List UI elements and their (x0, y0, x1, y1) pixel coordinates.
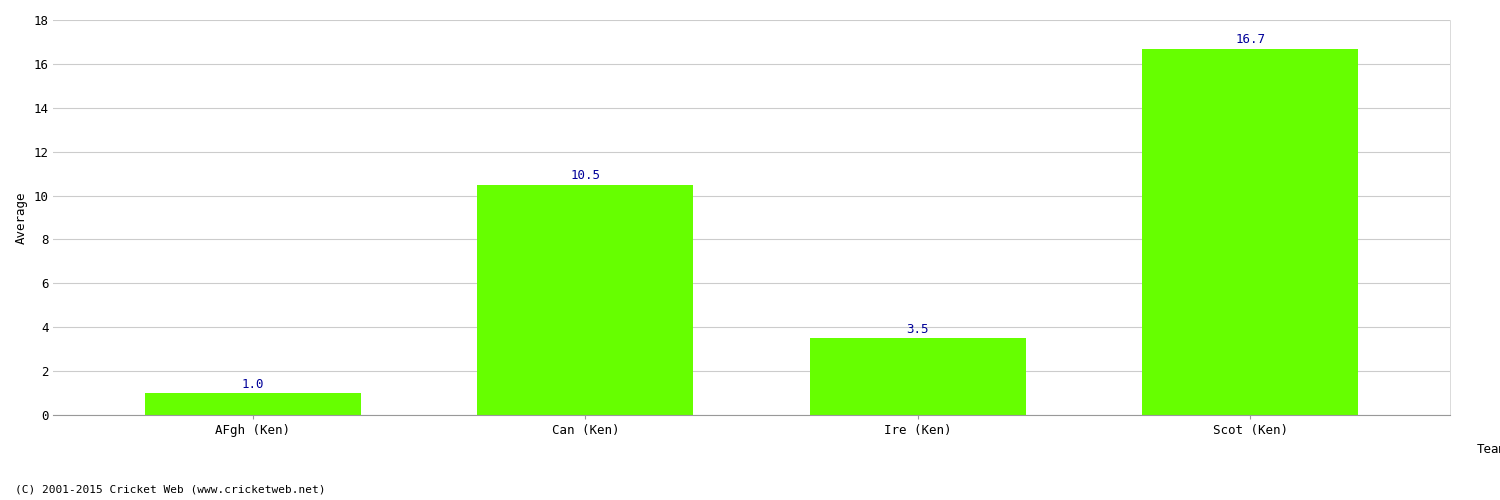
Bar (1142, 48, 1358, 415)
Text: 10.5: 10.5 (570, 170, 600, 182)
Bar (477, 184, 693, 415)
Y-axis label: Average: Average (15, 192, 28, 244)
Text: 3.5: 3.5 (906, 323, 928, 336)
Text: (C) 2001-2015 Cricket Web (www.cricketweb.net): (C) 2001-2015 Cricket Web (www.cricketwe… (15, 485, 326, 495)
Bar (146, 393, 362, 415)
X-axis label: Team: Team (1476, 442, 1500, 456)
Text: 1.0: 1.0 (242, 378, 264, 391)
Bar (810, 338, 1026, 415)
Text: 16.7: 16.7 (1234, 34, 1264, 46)
